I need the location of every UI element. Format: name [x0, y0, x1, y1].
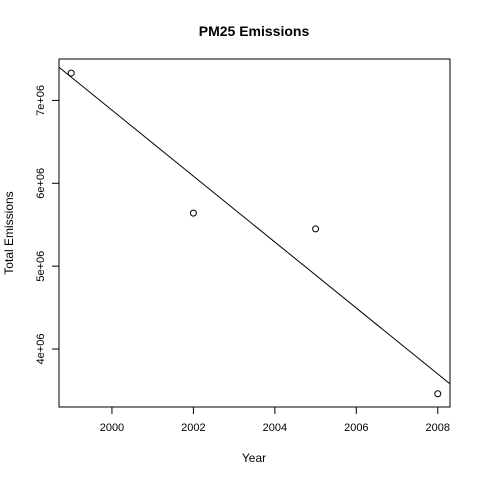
data-point [434, 390, 442, 398]
x-tick-label: 2000 [100, 422, 124, 434]
x-axis-label: Year [242, 451, 266, 465]
y-axis: 4e+06 5e+06 6e+06 7e+06 [35, 85, 60, 365]
x-tick-label: 2004 [263, 422, 287, 434]
x-axis: 2000 2002 2004 2006 2008 [100, 406, 450, 434]
y-tick-label: 5e+06 [35, 251, 47, 282]
x-tick-label: 2008 [426, 422, 450, 434]
y-tick-label: 4e+06 [35, 334, 47, 365]
y-tick-label: 6e+06 [35, 168, 47, 199]
data-point [312, 225, 320, 233]
data-point [189, 209, 197, 217]
data-point [67, 69, 75, 77]
plot-area [58, 66, 451, 398]
plot-frame [58, 58, 451, 408]
x-tick-label: 2002 [181, 422, 205, 434]
y-tick-label: 7e+06 [35, 85, 47, 116]
x-tick-label: 2006 [344, 422, 368, 434]
y-axis-label: Total Emissions [2, 191, 16, 274]
chart-title: PM25 Emissions [199, 23, 310, 39]
regression-line [58, 66, 451, 385]
